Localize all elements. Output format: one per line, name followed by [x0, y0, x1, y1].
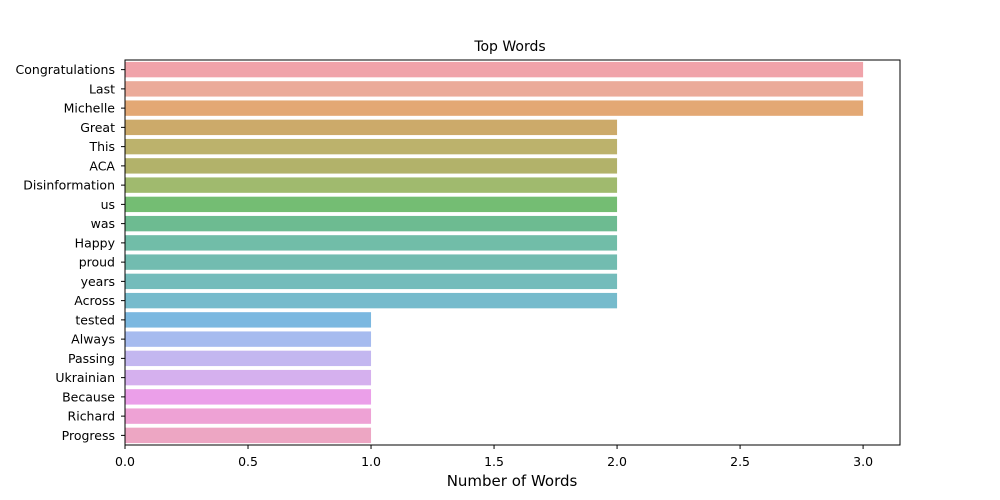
x-tick-label: 2.0 — [607, 454, 627, 469]
bar-great — [125, 119, 618, 136]
y-tick-label: Great — [80, 120, 115, 135]
bar-disinformation — [125, 177, 618, 193]
bar-richard — [125, 408, 372, 424]
y-tick-label: Because — [62, 389, 115, 404]
bar-us — [125, 196, 618, 213]
bar-last — [125, 81, 864, 97]
bar-was — [125, 215, 618, 232]
bar-happy — [125, 235, 618, 251]
y-tick-label: Congratulations — [16, 62, 115, 77]
y-tick-label: Always — [71, 332, 115, 347]
bars-group — [125, 61, 864, 444]
plot-frame — [124, 59, 901, 446]
y-tick-label: Richard — [68, 409, 115, 424]
y-tick-label: Across — [74, 293, 115, 308]
y-tick-label: This — [88, 139, 115, 154]
bar-because — [125, 389, 372, 405]
y-tick-label: Michelle — [64, 101, 116, 116]
bar-across — [125, 292, 618, 309]
y-tick-label: Disinformation — [23, 178, 115, 193]
y-tick-label: Progress — [62, 428, 115, 443]
x-tick-label: 2.5 — [730, 454, 750, 469]
x-tick-label: 1.5 — [484, 454, 504, 469]
y-tick-label: us — [101, 197, 115, 212]
y-tick-label: tested — [75, 312, 115, 327]
bar-aca — [125, 158, 618, 174]
bar-congratulations — [125, 61, 864, 78]
x-tick-label: 3.0 — [853, 454, 873, 469]
bar-years — [125, 273, 618, 290]
y-tick-label: Happy — [75, 235, 116, 250]
bar-proud — [125, 254, 618, 270]
x-tick-label: 0.0 — [115, 454, 135, 469]
x-tick-label: 0.5 — [238, 454, 258, 469]
bar-passing — [125, 350, 372, 367]
y-tick-label: proud — [79, 255, 115, 270]
x-axis-label: Number of Words — [447, 472, 578, 490]
bar-ukrainian — [125, 369, 372, 386]
bar-always — [125, 331, 372, 347]
y-tick-label: years — [81, 274, 115, 289]
x-axis-ticks: 0.0 0.5 1.0 1.5 2.0 2.5 3.0 — [115, 445, 873, 469]
bar-michelle — [125, 100, 864, 116]
y-axis-ticks: Congratulations Last Michelle Great This ACA D… — [16, 62, 125, 443]
y-tick-label: Ukrainian — [55, 370, 115, 385]
bar-tested — [125, 312, 372, 328]
y-tick-label: Passing — [68, 351, 115, 366]
bar-this — [125, 138, 618, 155]
y-tick-label: ACA — [89, 158, 115, 173]
chart-title: Top Words — [473, 39, 545, 55]
bar-progress — [125, 427, 372, 444]
x-tick-label: 1.0 — [361, 454, 381, 469]
y-tick-label: was — [91, 216, 115, 231]
y-tick-label: Last — [89, 81, 115, 96]
